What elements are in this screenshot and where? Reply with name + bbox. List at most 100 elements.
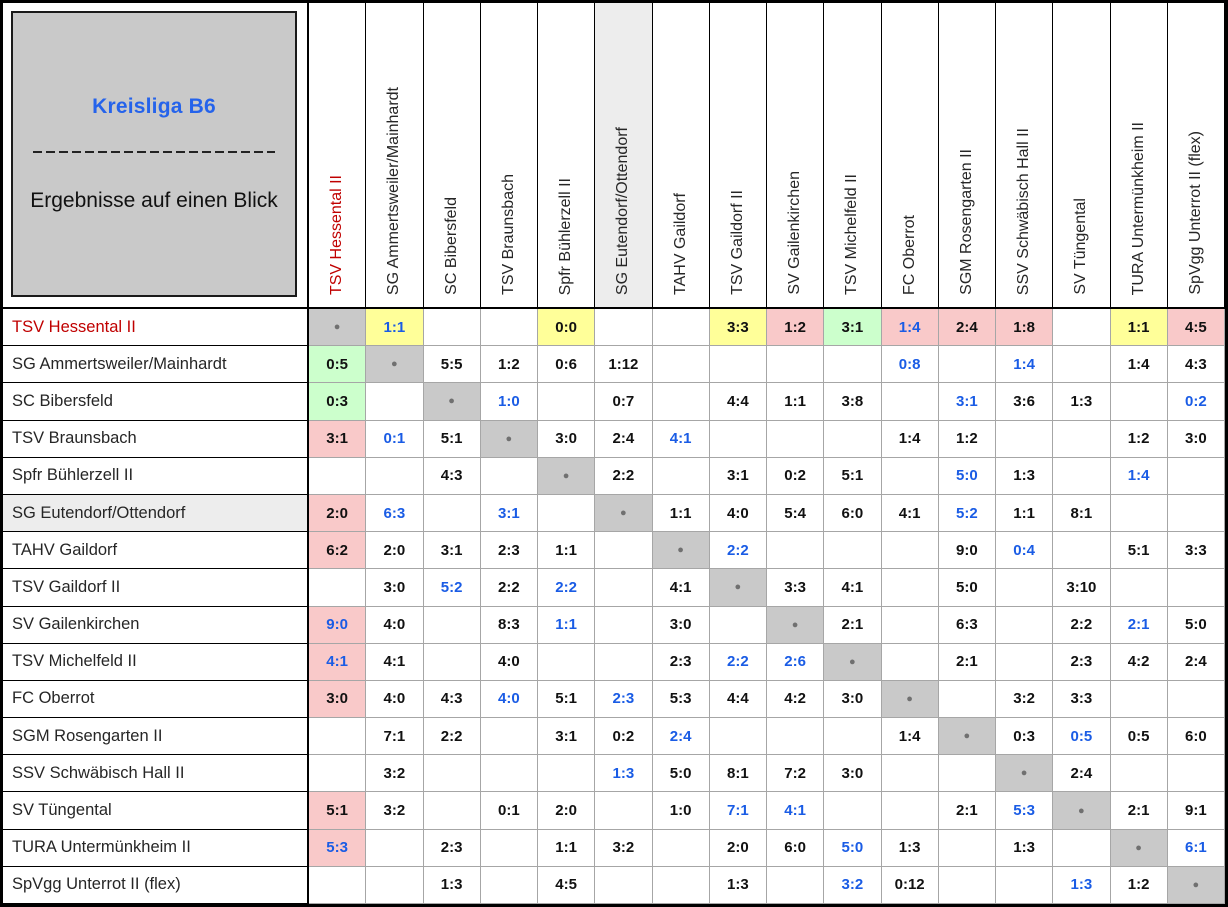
result-cell: 2:2 (709, 643, 767, 681)
column-header-team: SC Bibersfeld (423, 3, 481, 309)
result-cell-empty (366, 383, 424, 421)
result-cell: 1:1 (1110, 309, 1168, 347)
result-cell: 2:1 (824, 606, 882, 644)
result-cell-empty (709, 718, 767, 756)
result-cell-empty (709, 606, 767, 644)
diagonal-cell: ● (881, 680, 939, 719)
result-cell: 2:1 (938, 792, 996, 830)
diagonal-dot-icon: ● (963, 730, 971, 743)
result-cell: 6:0 (1167, 718, 1225, 756)
result-cell: 3:0 (366, 569, 424, 607)
result-cell-empty (881, 457, 939, 495)
result-cell-empty (996, 420, 1054, 458)
result-cell: 0:2 (767, 457, 825, 495)
result-cell-empty (595, 532, 653, 570)
result-cell-empty (824, 532, 882, 570)
result-cell: 5:2 (938, 494, 996, 533)
result-cell: 0:5 (1053, 718, 1111, 756)
result-cell: 0:0 (538, 309, 596, 347)
result-cell-empty (881, 383, 939, 421)
result-cell-empty (480, 755, 538, 793)
result-cell-empty (824, 792, 882, 830)
diagonal-cell: ● (824, 643, 882, 681)
result-cell: 1:3 (423, 866, 481, 904)
result-cell-empty (1053, 532, 1111, 570)
result-cell: 4:5 (1167, 309, 1225, 347)
row-label-team: SG Ammertsweiler/Mainhardt (3, 346, 309, 384)
result-cell: 4:1 (366, 643, 424, 681)
result-cell-empty (595, 792, 653, 830)
result-cell-empty (996, 643, 1054, 681)
column-header-label: SV Gailenkirchen (786, 171, 804, 295)
diagonal-dot-icon: ● (734, 581, 742, 594)
column-header-label: FC Oberrot (900, 214, 918, 295)
column-header-team: FC Oberrot (881, 3, 939, 309)
result-cell-empty (652, 383, 710, 421)
result-cell: 3:10 (1053, 569, 1111, 607)
result-cell: 4:2 (767, 680, 825, 719)
result-cell: 0:8 (881, 346, 939, 384)
result-cell: 4:2 (1110, 643, 1168, 681)
result-cell-empty (652, 346, 710, 384)
result-cell: 4:0 (366, 680, 424, 719)
result-cell: 4:3 (1167, 346, 1225, 384)
result-cell-empty (996, 866, 1054, 904)
result-cell: 1:1 (996, 494, 1054, 533)
result-cell-empty (1053, 420, 1111, 458)
result-cell-empty (1110, 680, 1168, 719)
diagonal-cell: ● (423, 383, 481, 421)
result-cell: 8:3 (480, 606, 538, 644)
result-cell: 4:4 (709, 383, 767, 421)
column-header-team: SV Tüngental (1053, 3, 1111, 309)
league-title: Kreisliga B6 (92, 95, 216, 118)
result-cell-empty (881, 643, 939, 681)
result-cell-empty (652, 866, 710, 904)
result-cell: 1:3 (996, 457, 1054, 495)
result-cell-empty (595, 309, 653, 347)
diagonal-dot-icon: ● (333, 321, 341, 334)
diagonal-dot-icon: ● (677, 544, 684, 557)
result-cell-empty (538, 494, 596, 533)
result-cell: 3:0 (1167, 420, 1225, 458)
result-cell-empty (423, 755, 481, 793)
column-header-team: TURA Untermünkheim II (1110, 3, 1168, 309)
column-header-team: SSV Schwäbisch Hall II (996, 3, 1054, 309)
result-cell: 5:0 (938, 457, 996, 495)
diagonal-dot-icon: ● (620, 507, 627, 520)
result-cell-empty (709, 420, 767, 458)
result-cell: 2:3 (595, 680, 653, 719)
result-cell-empty (480, 309, 538, 347)
result-cell-empty (423, 643, 481, 681)
row-label-team: SV Gailenkirchen (3, 606, 309, 644)
result-cell-empty (767, 866, 825, 904)
result-cell: 6:3 (366, 494, 424, 533)
result-cell-empty (881, 755, 939, 793)
result-cell-empty (309, 866, 367, 904)
diagonal-dot-icon: ● (448, 395, 455, 408)
result-cell: 3:1 (309, 420, 367, 458)
result-cell-empty (996, 569, 1054, 607)
result-cell-empty (366, 457, 424, 495)
result-cell: 4:0 (366, 606, 424, 644)
result-cell: 8:1 (1053, 494, 1111, 533)
result-cell-empty (366, 866, 424, 904)
column-header-team: SpVgg Unterrot II (flex) (1167, 3, 1225, 309)
row-label-team: FC Oberrot (3, 680, 309, 719)
result-cell: 4:4 (709, 680, 767, 719)
result-cell-empty (1110, 755, 1168, 793)
result-cell: 2:4 (652, 718, 710, 756)
result-cell: 1:1 (538, 829, 596, 867)
diagonal-dot-icon: ● (1078, 804, 1085, 817)
result-cell-empty (309, 457, 367, 495)
result-cell: 1:1 (652, 494, 710, 533)
diagonal-cell: ● (309, 309, 367, 347)
result-cell: 2:2 (480, 569, 538, 607)
result-cell: 2:2 (423, 718, 481, 756)
result-cell: 4:1 (652, 420, 710, 458)
result-cell: 1:3 (1053, 866, 1111, 904)
diagonal-dot-icon: ● (391, 358, 398, 371)
result-cell: 4:1 (881, 494, 939, 533)
result-cell: 2:0 (366, 532, 424, 570)
result-cell: 8:1 (709, 755, 767, 793)
result-cell: 1:12 (595, 346, 653, 384)
